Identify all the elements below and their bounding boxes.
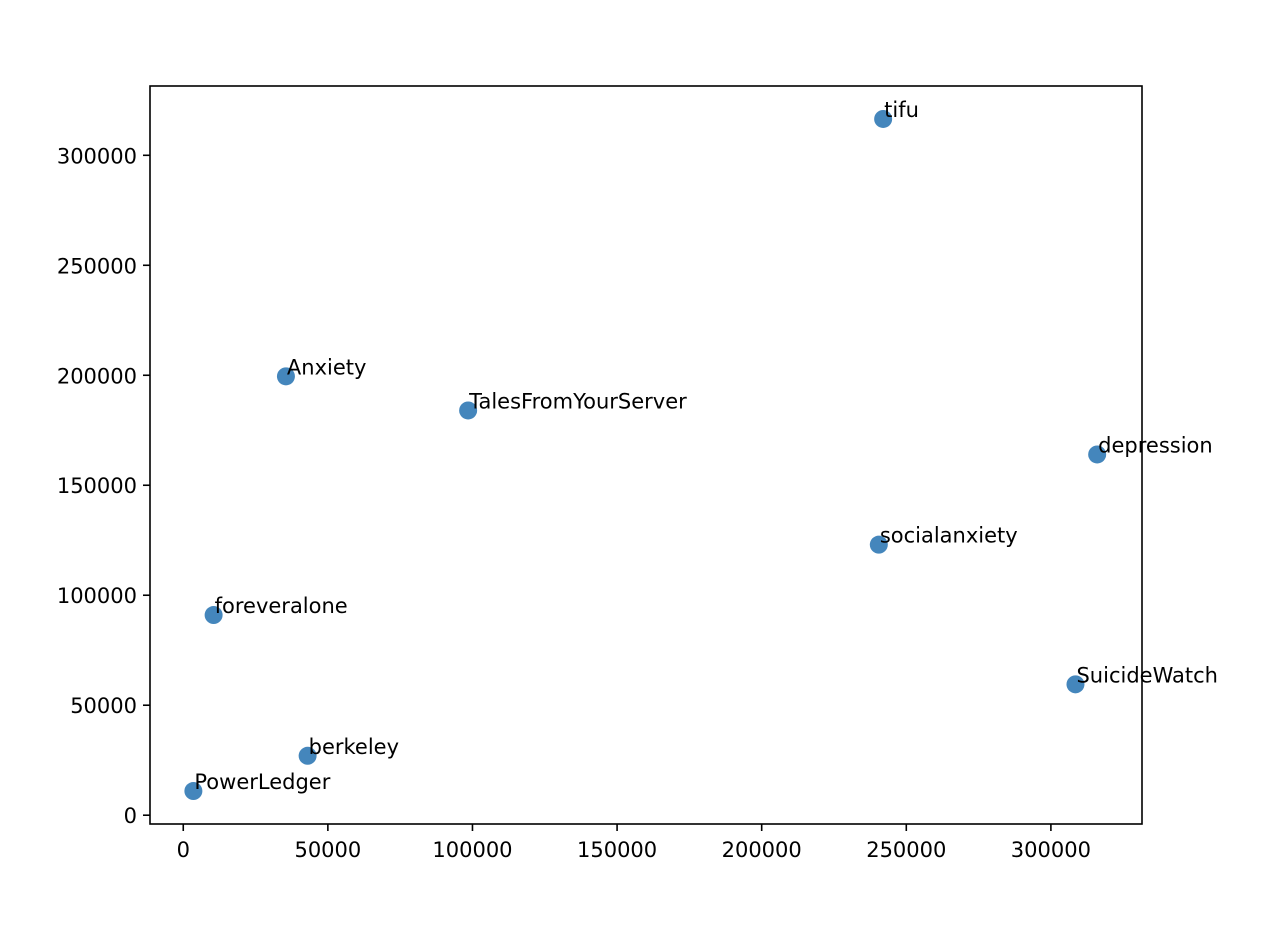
x-tick-label: 100000 — [432, 838, 512, 862]
scatter-point — [1066, 675, 1085, 694]
point-label: SuicideWatch — [1076, 663, 1217, 687]
axes-frame — [149, 85, 1143, 825]
x-tick-label: 150000 — [577, 838, 657, 862]
x-tick-label: 50000 — [294, 838, 361, 862]
x-tick-label: 0 — [177, 838, 190, 862]
scatter-point — [459, 401, 478, 420]
point-label: socialanxiety — [880, 524, 1018, 548]
y-axis-ticks: 0 50000 100000 150000 200000 250000 300000 — [57, 144, 150, 828]
scatter-point — [276, 367, 295, 386]
scatter-point — [204, 606, 223, 625]
x-tick-label: 250000 — [866, 838, 946, 862]
scatter-point — [1088, 445, 1107, 464]
scatter-point — [298, 746, 317, 765]
x-tick-label: 300000 — [1011, 838, 1091, 862]
y-tick-label: 150000 — [57, 474, 137, 498]
y-tick-label: 100000 — [57, 584, 137, 608]
y-tick-label: 200000 — [57, 364, 137, 388]
scatter-point — [184, 782, 203, 801]
point-label: Anxiety — [287, 355, 367, 379]
y-tick-label: 300000 — [57, 144, 137, 168]
point-label: foreveralone — [215, 594, 348, 618]
y-tick-label: 0 — [124, 804, 137, 828]
point-label: berkeley — [309, 735, 399, 759]
y-tick-label: 250000 — [57, 254, 137, 278]
point-label: PowerLedger — [194, 770, 330, 794]
scatter-point — [874, 109, 893, 128]
x-axis-ticks: 0 50000 100000 150000 200000 250000 300000 — [177, 824, 1091, 862]
x-tick-label: 200000 — [722, 838, 802, 862]
y-tick-label: 50000 — [70, 694, 137, 718]
plot-marks: tifu Anxiety TalesFromYourServer depression… — [184, 98, 1218, 801]
point-label: depression — [1098, 433, 1213, 457]
point-label: tifu — [884, 98, 919, 122]
scatter-point — [869, 535, 888, 554]
point-label: TalesFromYourServer — [468, 389, 687, 413]
